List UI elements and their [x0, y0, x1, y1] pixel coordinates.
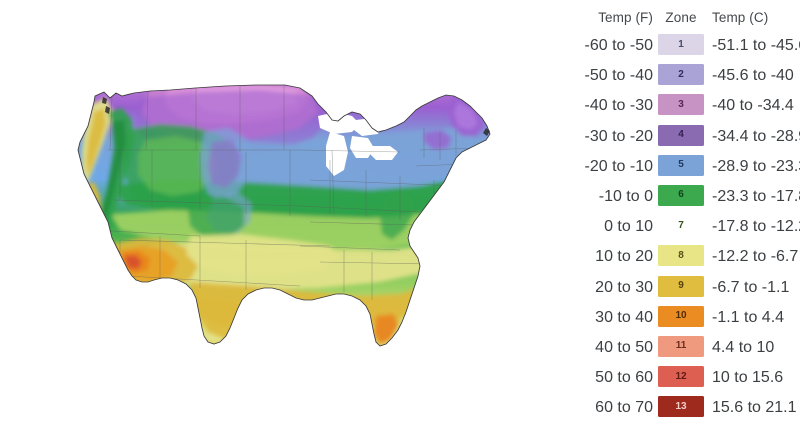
legend-zone-swatch[interactable]: 7 — [658, 215, 704, 236]
legend-row: -50 to -40 2 -45.6 to -40 — [530, 64, 800, 94]
legend-zone-number: 11 — [675, 340, 687, 352]
hardiness-zone-map — [77, 84, 491, 347]
legend-temp-f: 20 to 30 — [595, 278, 653, 296]
legend-temp-c: -28.9 to -23.3 — [712, 157, 800, 175]
coastline-detail — [102, 97, 490, 136]
legend-temp-c: -23.3 to -17.8 — [712, 187, 800, 205]
legend-temp-c: -40 to -34.4 — [712, 97, 794, 115]
legend-temp-f: 50 to 60 — [595, 369, 653, 387]
legend-zone-number: 6 — [678, 189, 684, 201]
legend-zone-swatch[interactable]: 9 — [658, 275, 704, 297]
legend-temp-f: -40 to -30 — [584, 97, 653, 115]
legend-zone-number: 1 — [678, 38, 684, 50]
legend-row: -60 to -50 1 -51.1 to -45.6 — [530, 34, 800, 64]
legend-temp-c: 15.6 to 21.1 — [712, 399, 797, 417]
legend-row: -30 to -20 4 -34.4 to -28.9 — [530, 124, 800, 155]
legend-temp-c: 10 to 15.6 — [712, 369, 784, 387]
legend-zone-number: 12 — [675, 370, 687, 382]
legend-zone-number: 10 — [675, 310, 687, 322]
legend-zone-number: 5 — [678, 159, 684, 171]
legend-row: 30 to 40 10 -1.1 to 4.4 — [530, 305, 800, 336]
legend-zone-number: 8 — [678, 249, 684, 261]
legend-zone-number: 4 — [678, 129, 684, 141]
legend-temp-f: -30 to -20 — [584, 127, 653, 145]
legend-temp-f: 40 to 50 — [595, 338, 653, 356]
legend-header-zone: Zone — [665, 10, 697, 25]
legend-zone-number: 7 — [678, 219, 684, 231]
legend-zone-swatch[interactable]: 6 — [658, 184, 704, 206]
legend-zone-swatch[interactable]: 1 — [658, 34, 704, 55]
legend-temp-f: 60 to 70 — [595, 399, 653, 417]
legend-temp-c: -51.1 to -45.6 — [712, 37, 800, 54]
legend-temp-c: 4.4 to 10 — [712, 338, 775, 356]
legend-header-temp-c: Temp (C) — [712, 10, 769, 25]
legend-temp-c: -17.8 to -12.2 — [712, 218, 800, 236]
legend-row: 60 to 70 13 15.6 to 21.1 — [530, 396, 800, 426]
map-svg — [77, 84, 491, 347]
legend-temp-f: 10 to 20 — [595, 248, 653, 266]
us-outline — [77, 84, 491, 347]
legend-row: -40 to -30 3 -40 to -34.4 — [530, 94, 800, 124]
legend-row: 50 to 60 12 10 to 15.6 — [530, 366, 800, 396]
legend-zone-swatch[interactable]: 2 — [658, 64, 704, 86]
legend-zone-swatch[interactable]: 12 — [658, 366, 704, 388]
legend-zone-swatch[interactable]: 13 — [658, 396, 704, 418]
legend-temp-f: -50 to -40 — [584, 67, 653, 85]
legend-zone-swatch[interactable]: 3 — [658, 94, 704, 116]
legend-row: -10 to 0 6 -23.3 to -17.8 — [530, 184, 800, 215]
legend-temp-c: -12.2 to -6.7 — [712, 248, 799, 266]
legend-zone-number: 13 — [675, 400, 687, 412]
legend-temp-c: -34.4 to -28.9 — [712, 127, 800, 145]
zone-legend: Temp (F) Zone Temp (C) -60 to -50 1 -51.1 … — [530, 0, 800, 418]
legend-temp-f: 0 to 10 — [604, 218, 653, 236]
legend-zone-number: 3 — [678, 98, 684, 110]
legend-zone-swatch[interactable]: 11 — [658, 335, 704, 357]
legend-zone-number: 9 — [678, 280, 684, 291]
legend-temp-c: -1.1 to 4.4 — [712, 308, 785, 326]
legend-zone-swatch[interactable]: 8 — [658, 245, 704, 267]
legend-row: 0 to 10 7 -17.8 to -12.2 — [530, 215, 800, 245]
legend-row-list: -60 to -50 1 -51.1 to -45.6 -50 to -40 2 -45.… — [530, 34, 800, 426]
legend-header-temp-f: Temp (F) — [598, 10, 653, 25]
legend-temp-c: -45.6 to -40 — [712, 67, 794, 85]
legend-header-row: Temp (F) Zone Temp (C) — [530, 10, 800, 30]
legend-temp-f: 30 to 40 — [595, 308, 653, 326]
legend-temp-f: -10 to 0 — [598, 187, 653, 205]
map-zone-fills — [78, 85, 490, 346]
legend-zone-swatch[interactable]: 4 — [658, 124, 704, 146]
legend-row: 20 to 30 9 -6.7 to -1.1 — [530, 275, 800, 306]
legend-row: 40 to 50 11 4.4 to 10 — [530, 335, 800, 366]
legend-temp-c: -6.7 to -1.1 — [712, 278, 790, 296]
legend-temp-f: -60 to -50 — [584, 37, 653, 54]
legend-row: -20 to -10 5 -28.9 to -23.3 — [530, 154, 800, 185]
legend-temp-f: -20 to -10 — [584, 157, 653, 175]
legend-row: 10 to 20 8 -12.2 to -6.7 — [530, 245, 800, 275]
legend-zone-swatch[interactable]: 5 — [658, 154, 704, 176]
legend-zone-number: 2 — [678, 68, 684, 80]
legend-zone-swatch[interactable]: 10 — [658, 305, 704, 327]
